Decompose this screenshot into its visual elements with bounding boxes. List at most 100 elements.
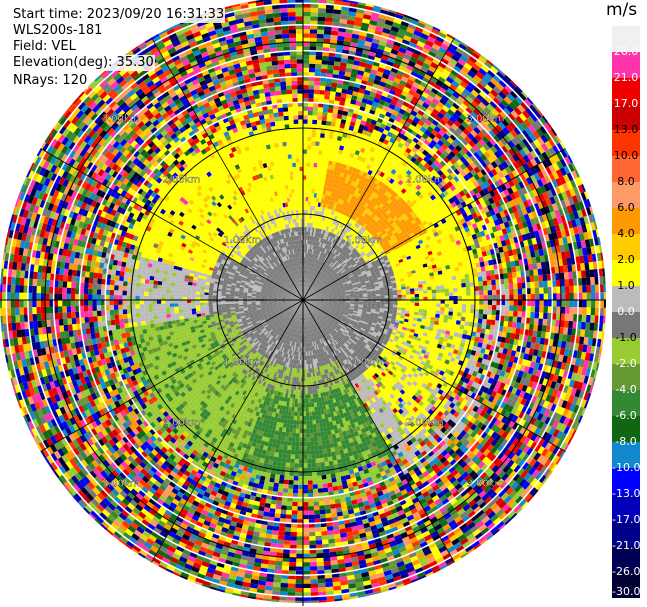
radar-gate <box>309 55 316 60</box>
radar-gate <box>309 85 315 90</box>
radar-gate <box>335 122 340 127</box>
radar-gate <box>303 8 311 12</box>
radar-gate <box>315 185 318 190</box>
radar-gate <box>324 134 329 139</box>
radar-gate <box>439 314 444 318</box>
radar-gate <box>331 87 337 92</box>
radar-gate <box>317 29 324 34</box>
radar-gate <box>508 278 513 284</box>
radar-gate <box>393 290 398 293</box>
radar-gate <box>537 325 542 332</box>
radar-gate <box>432 303 436 307</box>
radar-gate <box>393 305 397 308</box>
radar-gate <box>333 9 341 14</box>
radar-gate <box>327 147 332 152</box>
radar-gate <box>471 295 475 300</box>
radar-gate <box>393 295 397 298</box>
radar-gate <box>427 287 432 291</box>
radar-gate <box>453 304 457 308</box>
radar-gate <box>586 285 591 293</box>
radar-gate <box>401 289 406 292</box>
radar-gate <box>304 244 306 248</box>
radar-gate <box>308 193 311 197</box>
radar-gate <box>423 306 428 309</box>
radar-gate <box>539 294 543 300</box>
radar-gate <box>380 302 384 304</box>
radar-gate <box>303 107 308 111</box>
radar-gate <box>462 296 466 300</box>
radar-gate <box>333 66 340 71</box>
radar-gate <box>319 176 323 181</box>
radar-gate <box>316 167 320 172</box>
radar-gate <box>441 300 445 304</box>
radar-gate <box>322 60 329 65</box>
radar-gate <box>422 316 427 320</box>
radar-gate <box>464 321 469 326</box>
radar-gate <box>589 262 594 270</box>
radar-gate <box>327 117 332 122</box>
radar-gate <box>435 282 440 286</box>
radar-gate <box>303 33 310 37</box>
radar-gate <box>310 12 318 17</box>
radar-gate <box>476 328 481 333</box>
radar-gate <box>325 13 333 18</box>
radar-gate <box>475 262 480 267</box>
radar-gate <box>448 315 453 319</box>
radar-gate <box>565 293 569 300</box>
radar-gate <box>305 214 307 218</box>
radar-gate <box>482 319 487 324</box>
radar-gate <box>312 120 317 125</box>
radar-gate <box>440 307 445 311</box>
radar-gate <box>568 272 573 279</box>
radar-gate <box>303 81 309 85</box>
radar-gate <box>503 273 508 279</box>
radar-gate <box>508 316 513 322</box>
radar-gate <box>439 281 444 285</box>
radar-gate <box>307 223 309 227</box>
radar-gate <box>402 305 406 308</box>
radar-gate <box>322 116 327 121</box>
radar-gate <box>410 306 414 309</box>
radar-gate <box>311 145 315 150</box>
radar-gate <box>389 295 393 297</box>
radar-gate <box>462 287 467 291</box>
radar-gate <box>317 116 322 121</box>
radar-gate <box>464 269 469 274</box>
radar-gate <box>466 313 471 318</box>
radar-gate <box>346 301 350 302</box>
radar-gate <box>431 313 436 317</box>
radar-gate <box>393 302 397 305</box>
radar-gate <box>328 56 335 61</box>
radar-gate <box>435 278 440 282</box>
radar-gate <box>505 300 509 305</box>
radar-gate <box>535 294 539 300</box>
radar-gate <box>513 317 518 323</box>
radar-gate <box>325 156 329 161</box>
radar-gate <box>397 302 401 305</box>
radar-gate <box>451 324 456 329</box>
radar-gate <box>505 305 510 311</box>
radar-gate <box>443 319 448 323</box>
radar-gate <box>303 89 309 93</box>
radar-gate <box>565 286 570 293</box>
radar-gate <box>518 300 522 306</box>
radar-gate <box>303 85 309 89</box>
radar-gate <box>444 311 449 315</box>
radar-gate <box>509 294 513 300</box>
radar-gate <box>418 284 423 288</box>
radar-gate <box>303 42 310 46</box>
radar-gate <box>503 268 508 274</box>
radar-gate <box>516 322 521 328</box>
radar-gate <box>580 263 585 271</box>
radar-gate <box>517 277 522 283</box>
radar-gate <box>504 278 509 284</box>
radar-gate <box>314 94 320 99</box>
radar-gate <box>418 309 423 312</box>
radar-gate <box>487 310 492 315</box>
radar-gate <box>367 302 371 304</box>
radar-gate <box>303 111 308 115</box>
radar-gate <box>322 112 327 117</box>
radar-gate <box>410 311 415 314</box>
radar-gate <box>321 64 328 69</box>
radar-gate <box>453 308 458 312</box>
